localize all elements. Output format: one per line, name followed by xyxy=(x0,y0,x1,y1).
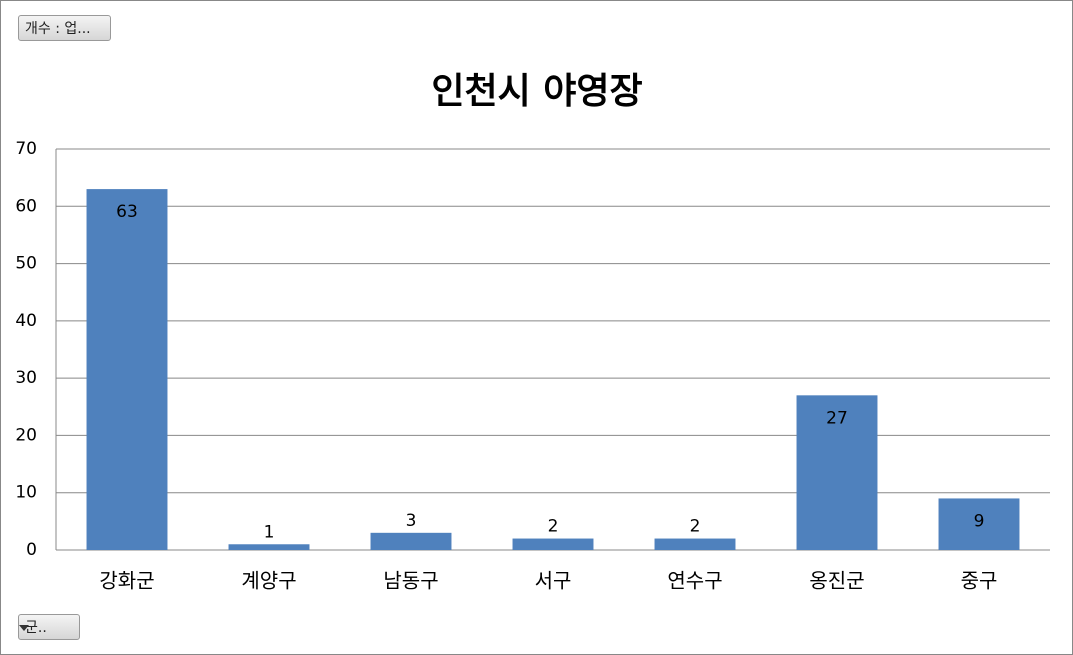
x-tick-label: 계양구 xyxy=(241,569,296,593)
data-label: 3 xyxy=(406,511,417,531)
y-tick-label: 0 xyxy=(26,540,37,560)
bar xyxy=(228,544,310,550)
x-tick-label: 서구 xyxy=(535,569,572,593)
axis-field-label: 군.. xyxy=(25,620,47,636)
data-label: 9 xyxy=(974,511,985,531)
x-tick-label: 강화군 xyxy=(99,569,154,593)
x-tick-label: 중구 xyxy=(961,569,998,593)
chart-title: 인천시 야영장 xyxy=(431,71,642,112)
bar xyxy=(86,189,168,550)
y-tick-label: 20 xyxy=(15,425,37,445)
dropdown-arrow xyxy=(19,625,29,631)
y-tick-label: 50 xyxy=(15,254,37,274)
y-tick-label: 30 xyxy=(15,368,37,388)
axis-field-button[interactable]: 군.. xyxy=(18,614,80,640)
x-tick-label: 옹진군 xyxy=(809,569,864,593)
y-tick-label: 70 xyxy=(15,139,37,159)
bar xyxy=(512,538,594,550)
bar xyxy=(654,538,736,550)
data-label: 2 xyxy=(548,517,559,537)
y-tick-label: 40 xyxy=(15,311,37,331)
x-tick-label: 연수구 xyxy=(667,569,722,593)
bar xyxy=(796,395,878,550)
bar xyxy=(370,532,452,550)
data-label: 1 xyxy=(264,522,275,542)
data-label: 27 xyxy=(826,408,848,428)
value-field-button[interactable]: 개수 : 업... xyxy=(18,15,111,41)
data-label: 63 xyxy=(116,202,138,222)
x-tick-label: 남동구 xyxy=(383,569,438,593)
bar xyxy=(938,498,1020,550)
y-tick-label: 10 xyxy=(15,483,37,503)
data-label: 2 xyxy=(690,517,701,537)
y-tick-label: 60 xyxy=(15,196,37,216)
